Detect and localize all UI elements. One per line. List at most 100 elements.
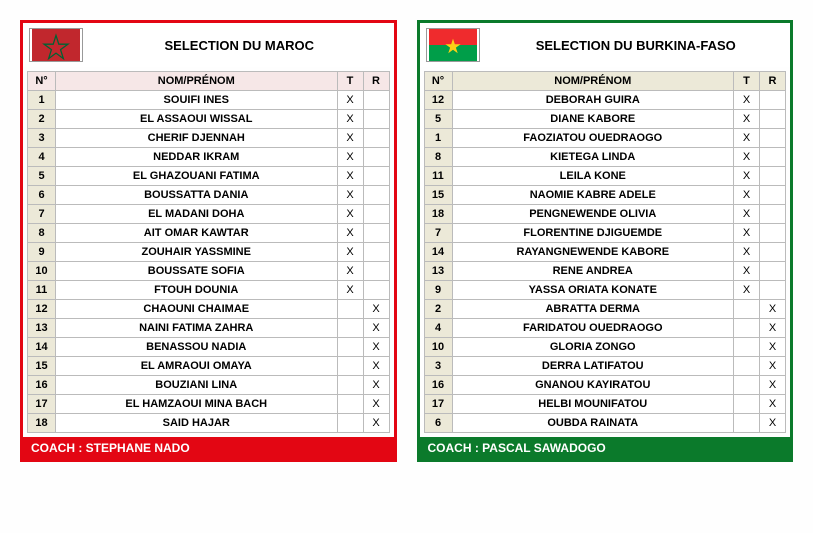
- table-row: 7FLORENTINE DJIGUEMDEX: [424, 224, 786, 243]
- cell-name: DEBORAH GUIRA: [452, 91, 734, 110]
- cell-num: 7: [28, 205, 56, 224]
- cell-r: X: [760, 376, 786, 395]
- cell-num: 12: [424, 91, 452, 110]
- cell-t: [734, 414, 760, 433]
- cell-t: X: [337, 129, 363, 148]
- cell-name: GLORIA ZONGO: [452, 338, 734, 357]
- cell-num: 5: [424, 110, 452, 129]
- roster-table: N° NOM/PRÉNOM T R 12DEBORAH GUIRAX5DIANE…: [424, 71, 787, 433]
- table-row: 3CHERIF DJENNAHX: [28, 129, 390, 148]
- table-row: 4FARIDATOU OUEDRAOGOX: [424, 319, 786, 338]
- cell-r: [760, 224, 786, 243]
- cell-t: X: [734, 110, 760, 129]
- table-row: 18SAID HAJARX: [28, 414, 390, 433]
- cell-num: 15: [424, 186, 452, 205]
- cell-t: [337, 395, 363, 414]
- cell-name: NAINI FATIMA ZAHRA: [56, 319, 338, 338]
- table-row: 7EL MADANI DOHAX: [28, 205, 390, 224]
- table-row: 14RAYANGNEWENDE KABOREX: [424, 243, 786, 262]
- col-t: T: [337, 72, 363, 91]
- cell-t: [734, 357, 760, 376]
- cell-name: LEILA KONE: [452, 167, 734, 186]
- table-row: 17EL HAMZAOUI MINA BACHX: [28, 395, 390, 414]
- cell-r: [760, 262, 786, 281]
- table-row: 9YASSA ORIATA KONATEX: [424, 281, 786, 300]
- cell-num: 8: [28, 224, 56, 243]
- col-r: R: [363, 72, 389, 91]
- cell-r: X: [363, 414, 389, 433]
- cell-name: GNANOU KAYIRATOU: [452, 376, 734, 395]
- cell-name: RAYANGNEWENDE KABORE: [452, 243, 734, 262]
- cell-r: [363, 262, 389, 281]
- cell-t: X: [734, 186, 760, 205]
- team-panel-burkina: SELECTION DU BURKINA-FASO N° NOM/PRÉNOM …: [417, 20, 794, 462]
- cell-name: BOUSSATTA DANIA: [56, 186, 338, 205]
- cell-num: 17: [28, 395, 56, 414]
- cell-t: X: [734, 243, 760, 262]
- cell-name: CHERIF DJENNAH: [56, 129, 338, 148]
- table-row: 4NEDDAR IKRAMX: [28, 148, 390, 167]
- cell-num: 13: [424, 262, 452, 281]
- cell-t: X: [337, 110, 363, 129]
- cell-r: X: [363, 319, 389, 338]
- cell-name: HELBI MOUNIFATOU: [452, 395, 734, 414]
- team-header: SELECTION DU MAROC: [23, 23, 394, 67]
- table-row: 15EL AMRAOUI OMAYAX: [28, 357, 390, 376]
- coach-label: COACH : PASCAL SAWADOGO: [420, 437, 791, 459]
- cell-r: X: [363, 395, 389, 414]
- table-row: 2EL ASSAOUI WISSALX: [28, 110, 390, 129]
- cell-name: SAID HAJAR: [56, 414, 338, 433]
- cell-num: 10: [28, 262, 56, 281]
- table-header-row: N° NOM/PRÉNOM T R: [424, 72, 786, 91]
- cell-r: [760, 281, 786, 300]
- cell-num: 18: [424, 205, 452, 224]
- cell-name: OUBDA RAINATA: [452, 414, 734, 433]
- table-row: 11LEILA KONEX: [424, 167, 786, 186]
- flag-morocco-icon: [29, 28, 83, 62]
- cell-r: [363, 205, 389, 224]
- table-row: 12CHAOUNI CHAIMAEX: [28, 300, 390, 319]
- team-panel-morocco: SELECTION DU MAROC N° NOM/PRÉNOM T R 1SO…: [20, 20, 397, 462]
- cell-t: X: [337, 281, 363, 300]
- cell-name: NAOMIE KABRE ADELE: [452, 186, 734, 205]
- cell-r: X: [363, 338, 389, 357]
- teams-container: SELECTION DU MAROC N° NOM/PRÉNOM T R 1SO…: [20, 20, 793, 462]
- cell-name: EL MADANI DOHA: [56, 205, 338, 224]
- table-row: 18PENGNEWENDE OLIVIAX: [424, 205, 786, 224]
- cell-num: 10: [424, 338, 452, 357]
- table-row: 10GLORIA ZONGOX: [424, 338, 786, 357]
- cell-r: [363, 281, 389, 300]
- cell-r: X: [760, 357, 786, 376]
- cell-name: FTOUH DOUNIA: [56, 281, 338, 300]
- cell-name: EL ASSAOUI WISSAL: [56, 110, 338, 129]
- coach-label: COACH : STEPHANE NADO: [23, 437, 394, 459]
- cell-num: 1: [28, 91, 56, 110]
- cell-t: X: [734, 205, 760, 224]
- cell-t: [337, 338, 363, 357]
- cell-t: [337, 357, 363, 376]
- cell-num: 17: [424, 395, 452, 414]
- table-row: 15NAOMIE KABRE ADELEX: [424, 186, 786, 205]
- col-name: NOM/PRÉNOM: [452, 72, 734, 91]
- flag-burkina-icon: [426, 28, 480, 62]
- cell-t: [734, 338, 760, 357]
- col-num: N°: [28, 72, 56, 91]
- cell-r: [760, 91, 786, 110]
- cell-t: X: [734, 281, 760, 300]
- table-row: 2ABRATTA DERMAX: [424, 300, 786, 319]
- cell-name: DERRA LATIFATOU: [452, 357, 734, 376]
- cell-r: [363, 148, 389, 167]
- cell-t: X: [734, 262, 760, 281]
- cell-num: 16: [28, 376, 56, 395]
- cell-name: BOUSSATE SOFIA: [56, 262, 338, 281]
- cell-t: [337, 319, 363, 338]
- table-row: 6BOUSSATTA DANIAX: [28, 186, 390, 205]
- cell-r: [363, 110, 389, 129]
- cell-name: ABRATTA DERMA: [452, 300, 734, 319]
- cell-num: 8: [424, 148, 452, 167]
- cell-name: FARIDATOU OUEDRAOGO: [452, 319, 734, 338]
- table-row: 9ZOUHAIR YASSMINEX: [28, 243, 390, 262]
- cell-r: X: [760, 300, 786, 319]
- table-row: 8KIETEGA LINDAX: [424, 148, 786, 167]
- cell-r: [363, 167, 389, 186]
